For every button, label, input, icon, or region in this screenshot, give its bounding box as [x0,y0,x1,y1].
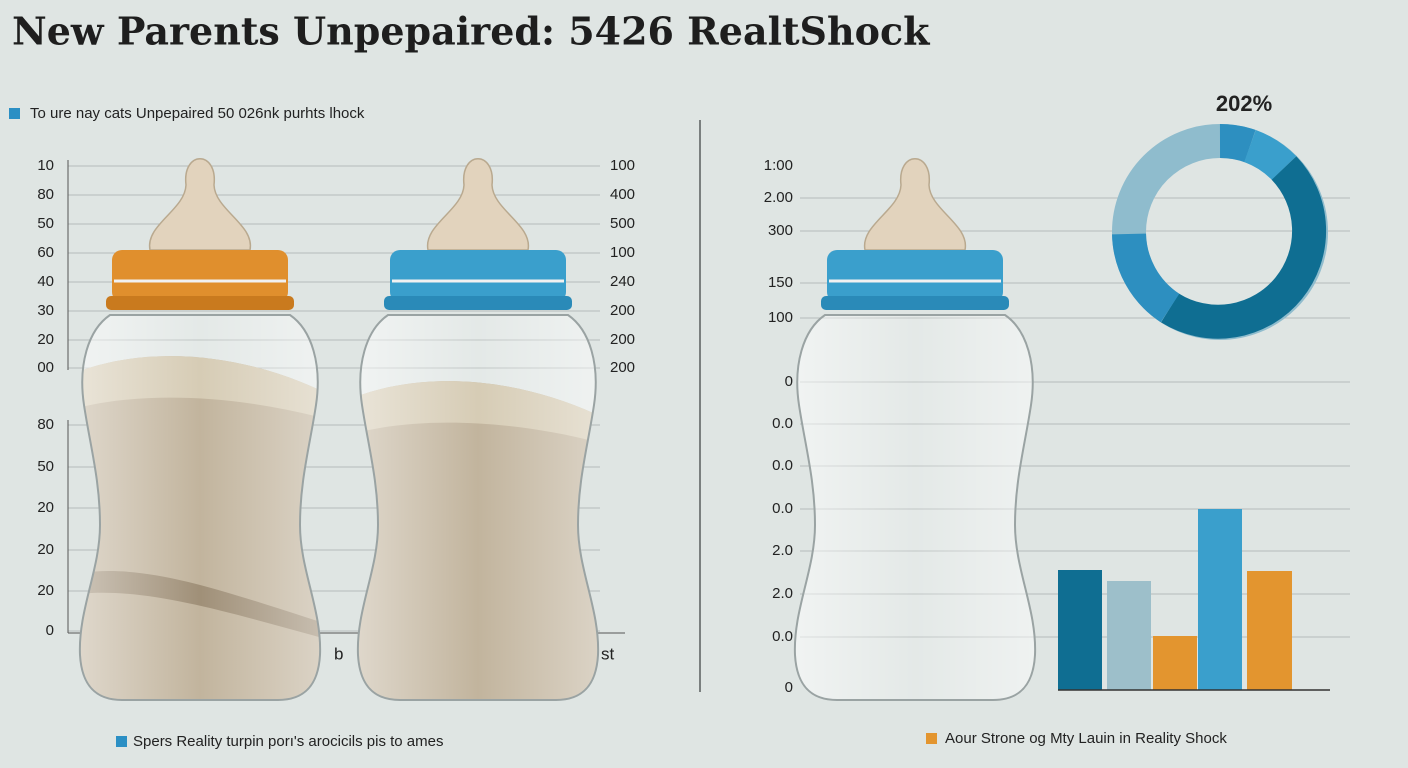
bar [1058,570,1102,690]
nipple [864,158,966,251]
axis-label: 0 [46,622,54,639]
axis-label: 300 [768,222,793,239]
axis-label: 60 [37,244,54,261]
nipple [427,158,529,251]
donut-segment [1243,130,1297,181]
bar-group [1058,509,1330,691]
axis-label: 200 [610,359,635,376]
axis-label: 20 [37,331,54,348]
donut-segment [1219,123,1256,163]
title: New Parents Unpepaired: 5426 RealtShock [12,9,930,54]
bottle-body [356,314,600,701]
cap [827,250,1003,302]
axis-label: 80 [37,416,54,433]
bottle-body [793,314,1037,701]
legend-swatch [116,736,127,747]
donut-segment [1112,233,1180,323]
axis-label: 200 [610,331,635,348]
nipple [149,158,251,251]
axis-label: 80 [37,186,54,203]
axis-label: 2.0 [772,585,793,602]
axis-label: 150 [768,274,793,291]
axis-label: 0 [785,373,793,390]
axis-label: 0.0 [772,500,793,517]
bottle [78,158,322,701]
axis-label: 50 [37,215,54,232]
cap [390,250,566,302]
bottle-label: st [601,644,615,663]
axis-label: 400 [610,186,635,203]
legend-text: Spers Reality turpin porı's arocicils pi… [133,733,443,750]
cap-ring [106,296,294,310]
axis-label: 40 [37,273,54,290]
axis-label: 2.00 [764,189,793,206]
axis-label: 00 [37,359,54,376]
cap [112,250,288,302]
axis-label: 100 [610,244,635,261]
axis-label: 240 [610,273,635,290]
axis-label: 2.0 [772,542,793,559]
bottle [793,158,1037,701]
axis-label: 10 [37,157,54,174]
legend-text: Aour Strone og Mty Lauin in Reality Shoc… [945,730,1227,747]
bottle-label: b [334,644,343,663]
axis-label: 0.0 [772,415,793,432]
axis-label: 0 [785,679,793,696]
axis-label: 20 [37,541,54,558]
legend-text: To ure nay cats Unpepaired 50 026nk purh… [30,105,365,122]
bar [1198,509,1242,690]
donut-label: 202% [1216,91,1272,116]
axis-label: 50 [37,458,54,475]
bar [1107,581,1151,690]
axis-label: 20 [37,499,54,516]
axis-label: 200 [610,302,635,319]
cap-ring [821,296,1009,310]
axis-label: 0.0 [772,628,793,645]
axis-label: 100 [610,157,635,174]
axis-label: 30 [37,302,54,319]
bar [1153,636,1197,690]
axis-label: 1:00 [764,157,793,174]
axis-label: 0.0 [772,457,793,474]
donut-segment [1161,156,1327,339]
bottle-body [78,314,322,701]
axis-label: 20 [37,582,54,599]
axis-label: 500 [610,215,635,232]
legend-swatch [926,733,937,744]
bar [1247,571,1292,690]
axis-label: 100 [768,309,793,326]
bottle [356,158,600,701]
cap-ring [384,296,572,310]
donut [1112,123,1328,340]
legend-swatch [9,108,20,119]
